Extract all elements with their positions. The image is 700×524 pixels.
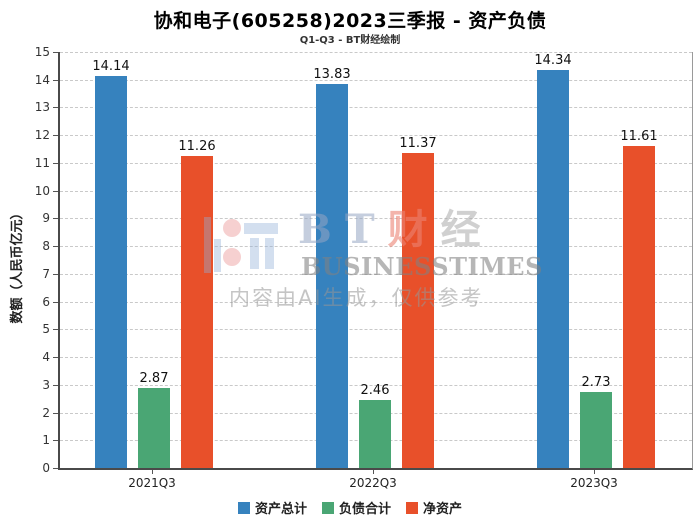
bar-value-label: 11.61 [620, 129, 658, 145]
y-tick-mark [53, 218, 58, 220]
y-tick-label: 10 [34, 183, 50, 198]
y-tick-label: 4 [42, 350, 50, 365]
y-tick-mark [53, 357, 58, 359]
legend-item-资产总计: 资产总计 [237, 498, 307, 517]
bar-资产总计-2021Q3 [95, 75, 127, 468]
grid-line [60, 135, 692, 137]
grid-line [60, 79, 692, 81]
grid-line [60, 273, 692, 275]
y-tick-mark [53, 107, 58, 109]
grid-line [60, 357, 692, 359]
legend-label: 负债合计 [338, 502, 391, 517]
y-tick-mark [53, 440, 58, 442]
y-tick-mark [53, 162, 58, 164]
grid-line [60, 384, 692, 386]
legend-swatch [406, 501, 418, 514]
legend-item-负债合计: 负债合计 [321, 498, 391, 517]
bar-value-label: 2.87 [139, 371, 169, 387]
bar-value-label: 11.26 [178, 138, 216, 154]
grid-line [60, 190, 692, 192]
y-tick-mark [53, 273, 58, 275]
x-tick-label-2023Q3: 2023Q3 [570, 476, 618, 490]
bar-净资产-2022Q3 [402, 152, 434, 468]
y-tick-label: 6 [42, 294, 50, 309]
grid-line [60, 162, 692, 164]
y-tick-label: 0 [42, 461, 50, 475]
bar-负债合计-2022Q3 [359, 399, 391, 468]
y-tick-label: 2 [42, 405, 50, 420]
grid-line [60, 218, 692, 220]
y-tick-label: 1 [42, 433, 50, 448]
bar-负债合计-2021Q3 [138, 388, 170, 468]
y-tick-label: 11 [34, 155, 50, 170]
bar-净资产-2021Q3 [181, 155, 213, 468]
y-tick-label: 14 [34, 72, 50, 87]
y-tick-mark [53, 135, 58, 137]
x-tick-mark [152, 470, 153, 474]
y-tick-label: 7 [42, 266, 50, 281]
bars-layer [60, 52, 692, 468]
y-tick-mark [53, 412, 58, 414]
grid-line [60, 107, 692, 109]
y-tick-label: 13 [34, 100, 50, 115]
chart-subtitle: Q1-Q3 - BT财经绘制 [299, 35, 401, 46]
x-tick-label-2022Q3: 2022Q3 [349, 476, 397, 490]
bar-value-labels-layer: 14.14 13.83 14.34 2.87 2.46 2.73 11.26 11.37 11.… [60, 52, 692, 468]
bar-value-label: 11.37 [399, 135, 437, 151]
grid-line [60, 329, 692, 331]
bar-value-label: 13.83 [313, 67, 351, 83]
y-tick-mark [53, 468, 58, 469]
bar-value-label: 14.14 [92, 58, 130, 74]
y-tick-label: 9 [42, 211, 50, 226]
y-tick-mark [53, 384, 58, 386]
y-tick-mark [53, 52, 58, 53]
plot-area: 14.14 13.83 14.34 2.87 2.46 2.73 11.26 11.37 11.… [58, 52, 693, 470]
y-tick-label: 8 [42, 239, 50, 254]
bar-value-label: 2.46 [360, 382, 390, 398]
bar-净资产-2023Q3 [623, 146, 655, 468]
bar-资产总计-2023Q3 [537, 70, 569, 468]
bar-value-label: 14.34 [534, 53, 572, 69]
y-tick-mark [53, 190, 58, 192]
legend-label: 净资产 [423, 502, 463, 517]
y-tick-label: 5 [42, 322, 50, 337]
y-tick-label: 3 [42, 377, 50, 392]
y-tick-label: 12 [34, 128, 50, 143]
legend-swatch [321, 501, 334, 514]
x-tick-mark [373, 470, 374, 474]
y-tick-mark [53, 79, 58, 81]
legend-swatch [237, 501, 250, 514]
bar-资产总计-2022Q3 [316, 84, 348, 468]
bar-value-label: 2.73 [581, 375, 611, 391]
grid-line [60, 301, 692, 303]
grid-line [60, 52, 692, 53]
legend-label: 资产总计 [254, 502, 307, 517]
legend-item-净资产: 净资产 [406, 498, 462, 517]
y-tick-mark [53, 329, 58, 331]
y-tick-mark [53, 246, 58, 248]
grid-line [60, 246, 692, 248]
legend: 资产总计 负债合计 净资产 [0, 498, 700, 517]
y-tick-label: 15 [34, 45, 50, 59]
chart-title: 协和电子(605258)2023三季报 - 资产负债 [153, 10, 547, 32]
bar-负债合计-2023Q3 [580, 392, 612, 468]
y-tick-mark [53, 301, 58, 303]
x-tick-mark [594, 470, 595, 474]
x-tick-label-2021Q3: 2021Q3 [128, 476, 176, 490]
